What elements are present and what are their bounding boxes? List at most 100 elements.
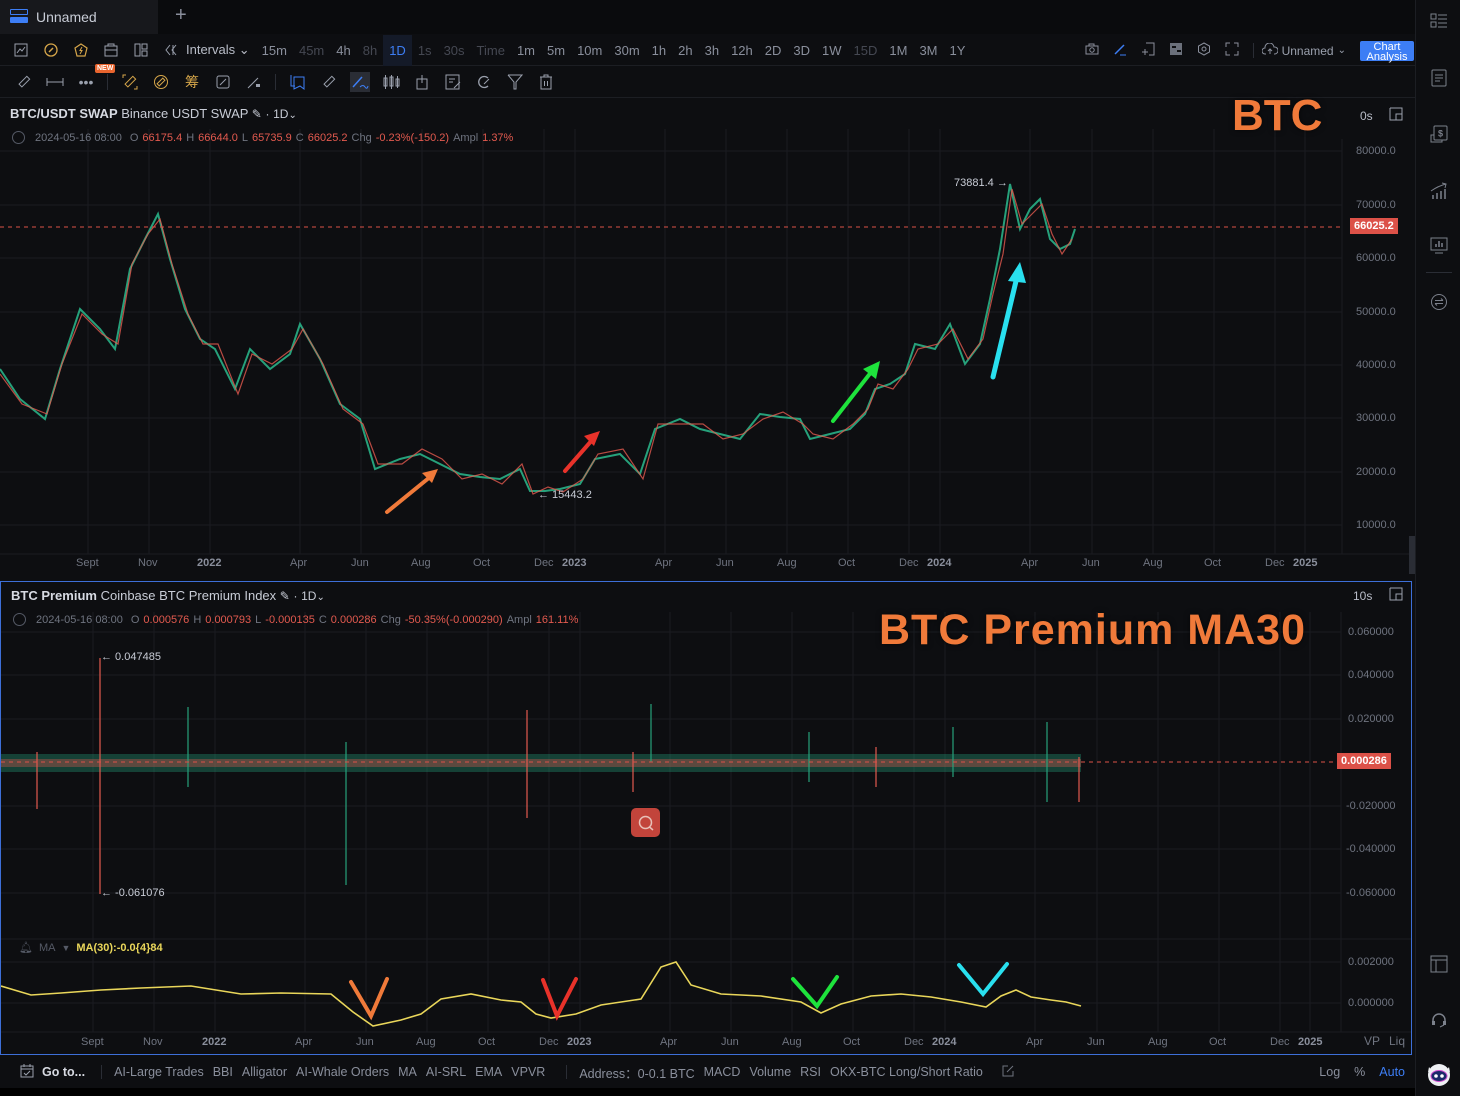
edit-icon[interactable]: ✎: [251, 107, 262, 121]
chart-analysis-button[interactable]: Chart Analysis: [1360, 40, 1414, 62]
maximize-pane-icon[interactable]: [1389, 107, 1403, 124]
replay-icon[interactable]: [213, 72, 233, 92]
settings-hex-icon[interactable]: [1197, 42, 1211, 59]
premium-chart-canvas[interactable]: [1, 582, 1411, 1054]
more-icon[interactable]: •••: [78, 74, 94, 90]
ma-indicator-legend[interactable]: 🔔︎ MA ▼ MA(30):-0.0{4}84: [19, 941, 163, 955]
search-float-button[interactable]: [631, 808, 660, 837]
interval-10m[interactable]: 10m: [577, 42, 603, 58]
interval-5m[interactable]: 5m: [547, 42, 566, 58]
panel-layout-icon[interactable]: [1429, 954, 1449, 974]
indicator-vpvr[interactable]: VPVR: [511, 1065, 546, 1079]
interval-1d[interactable]: 1D: [383, 34, 412, 66]
lock-icon[interactable]: [412, 72, 432, 92]
interval-3d[interactable]: 3D: [793, 42, 811, 58]
rewind-icon[interactable]: [164, 43, 178, 57]
bell-icon[interactable]: 🔔︎: [19, 942, 33, 954]
template-icon[interactable]: [1169, 42, 1183, 59]
indicator-rsi[interactable]: RSI: [800, 1065, 821, 1079]
headset-icon[interactable]: [1429, 1010, 1449, 1030]
ruler-icon[interactable]: [14, 72, 34, 92]
interval-30s[interactable]: 30s: [443, 42, 465, 58]
interval-1h[interactable]: 1h: [651, 42, 667, 58]
trash-icon[interactable]: [536, 72, 556, 92]
fullscreen-icon[interactable]: [1225, 42, 1239, 59]
indicator-alligator[interactable]: Alligator: [241, 1065, 288, 1079]
interval-12h[interactable]: 12h: [731, 42, 753, 58]
add-frame-icon[interactable]: [1141, 42, 1155, 59]
watchlist-icon[interactable]: [1429, 11, 1449, 31]
indicator-ma[interactable]: MA: [398, 1065, 417, 1079]
bookmark-icon[interactable]: [288, 72, 308, 92]
indicator-address[interactable]: Address：0-0.1 BTC: [579, 1066, 695, 1081]
magnet-icon[interactable]: [474, 72, 494, 92]
compass-icon[interactable]: [44, 43, 58, 57]
intervals-dropdown[interactable]: Intervals ⌄: [186, 42, 250, 57]
interval-2h[interactable]: 2h: [678, 42, 693, 58]
interval-1mo[interactable]: 1M: [889, 42, 908, 58]
dropdown-caret-icon[interactable]: ▼: [61, 942, 71, 953]
add-tab-button[interactable]: +: [175, 4, 187, 26]
layout-save-dropdown[interactable]: Unnamed ⌄: [1252, 42, 1346, 58]
edit-icon[interactable]: ✎: [279, 589, 290, 603]
camera-icon[interactable]: [1085, 43, 1099, 58]
price-chart-pane[interactable]: BTC/USDT SWAP Binance USDT SWAP ✎ · 1D⌄ …: [0, 91, 1417, 579]
indicator-macd[interactable]: MACD: [703, 1065, 741, 1079]
swap-circle-icon[interactable]: [1429, 292, 1449, 312]
measure-icon[interactable]: [319, 72, 339, 92]
ai-measure-icon[interactable]: [151, 72, 171, 92]
calendar-icon[interactable]: [20, 1063, 34, 1081]
indicator-ai-whale-orders[interactable]: AI-Whale Orders: [296, 1065, 390, 1079]
notes-icon[interactable]: [1429, 68, 1449, 88]
percent-scale-toggle[interactable]: %: [1354, 1065, 1366, 1079]
trend-up-icon[interactable]: [1429, 181, 1449, 201]
premium-symbol-title[interactable]: BTC Premium Coinbase BTC Premium Index ✎…: [11, 588, 325, 603]
chart-type-icon[interactable]: [14, 43, 28, 57]
candlestick-icon[interactable]: [381, 72, 401, 92]
liq-toggle[interactable]: Liq: [1389, 1034, 1406, 1048]
interval-2d[interactable]: 2D: [764, 42, 782, 58]
premium-chart-pane[interactable]: BTC Premium Coinbase BTC Premium Index ✎…: [0, 581, 1412, 1055]
trade-dollar-icon[interactable]: $: [1429, 124, 1449, 144]
pane-resize-handle[interactable]: [1409, 536, 1417, 574]
interval-1y[interactable]: 1Y: [949, 42, 966, 58]
indicator-volume[interactable]: Volume: [749, 1065, 792, 1079]
interval-time[interactable]: Time: [476, 42, 505, 58]
interval-dropdown[interactable]: 1D: [273, 107, 289, 121]
interval-3mo[interactable]: 3M: [919, 42, 938, 58]
collapse-icon[interactable]: [12, 131, 25, 144]
briefcase-icon[interactable]: [104, 43, 118, 57]
chip-distribution-icon[interactable]: 筹: [185, 74, 199, 90]
indicator-okx-long-short[interactable]: OKX-BTC Long/Short Ratio: [830, 1065, 983, 1079]
interval-1m[interactable]: 1m: [516, 42, 535, 58]
brush-icon[interactable]: [350, 72, 370, 92]
ai-ruler-icon[interactable]: [120, 72, 140, 92]
interval-8h[interactable]: 8h: [362, 42, 378, 58]
interval-3h[interactable]: 3h: [704, 42, 720, 58]
goto-button[interactable]: Go to...: [42, 1065, 86, 1079]
interval-1w[interactable]: 1W: [822, 42, 842, 58]
pencil-icon[interactable]: [1113, 42, 1127, 59]
indicator-ema[interactable]: EMA: [475, 1065, 503, 1079]
trend-arrow-icon[interactable]: [244, 72, 264, 92]
maximize-pane-icon[interactable]: [1389, 587, 1403, 604]
monitor-chart-icon[interactable]: [1429, 236, 1449, 256]
auto-scale-toggle[interactable]: Auto: [1379, 1065, 1405, 1079]
indicator-ai-srl[interactable]: AI-SRL: [425, 1065, 467, 1079]
interval-15m[interactable]: 15m: [261, 42, 287, 58]
interval-30m[interactable]: 30m: [614, 42, 640, 58]
indicator-ai-large-trades[interactable]: AI-Large Trades: [114, 1065, 204, 1079]
lightning-badge-icon[interactable]: [74, 43, 88, 57]
symbol-title[interactable]: BTC/USDT SWAP Binance USDT SWAP ✎ · 1D⌄: [10, 106, 297, 121]
collapse-icon[interactable]: [13, 613, 26, 626]
tab-unnamed[interactable]: Unnamed: [0, 0, 158, 34]
edit-note-icon[interactable]: [443, 72, 463, 92]
interval-45m[interactable]: 45m: [298, 42, 325, 58]
interval-1s[interactable]: 1s: [417, 42, 432, 58]
interval-dropdown[interactable]: 1D: [301, 589, 317, 603]
filter-icon[interactable]: [505, 72, 525, 92]
interval-4h[interactable]: 4h: [336, 42, 351, 58]
ai-assistant-avatar[interactable]: [1426, 1061, 1452, 1087]
external-edit-icon[interactable]: [1002, 1065, 1014, 1080]
vp-toggle[interactable]: VP: [1364, 1034, 1381, 1048]
